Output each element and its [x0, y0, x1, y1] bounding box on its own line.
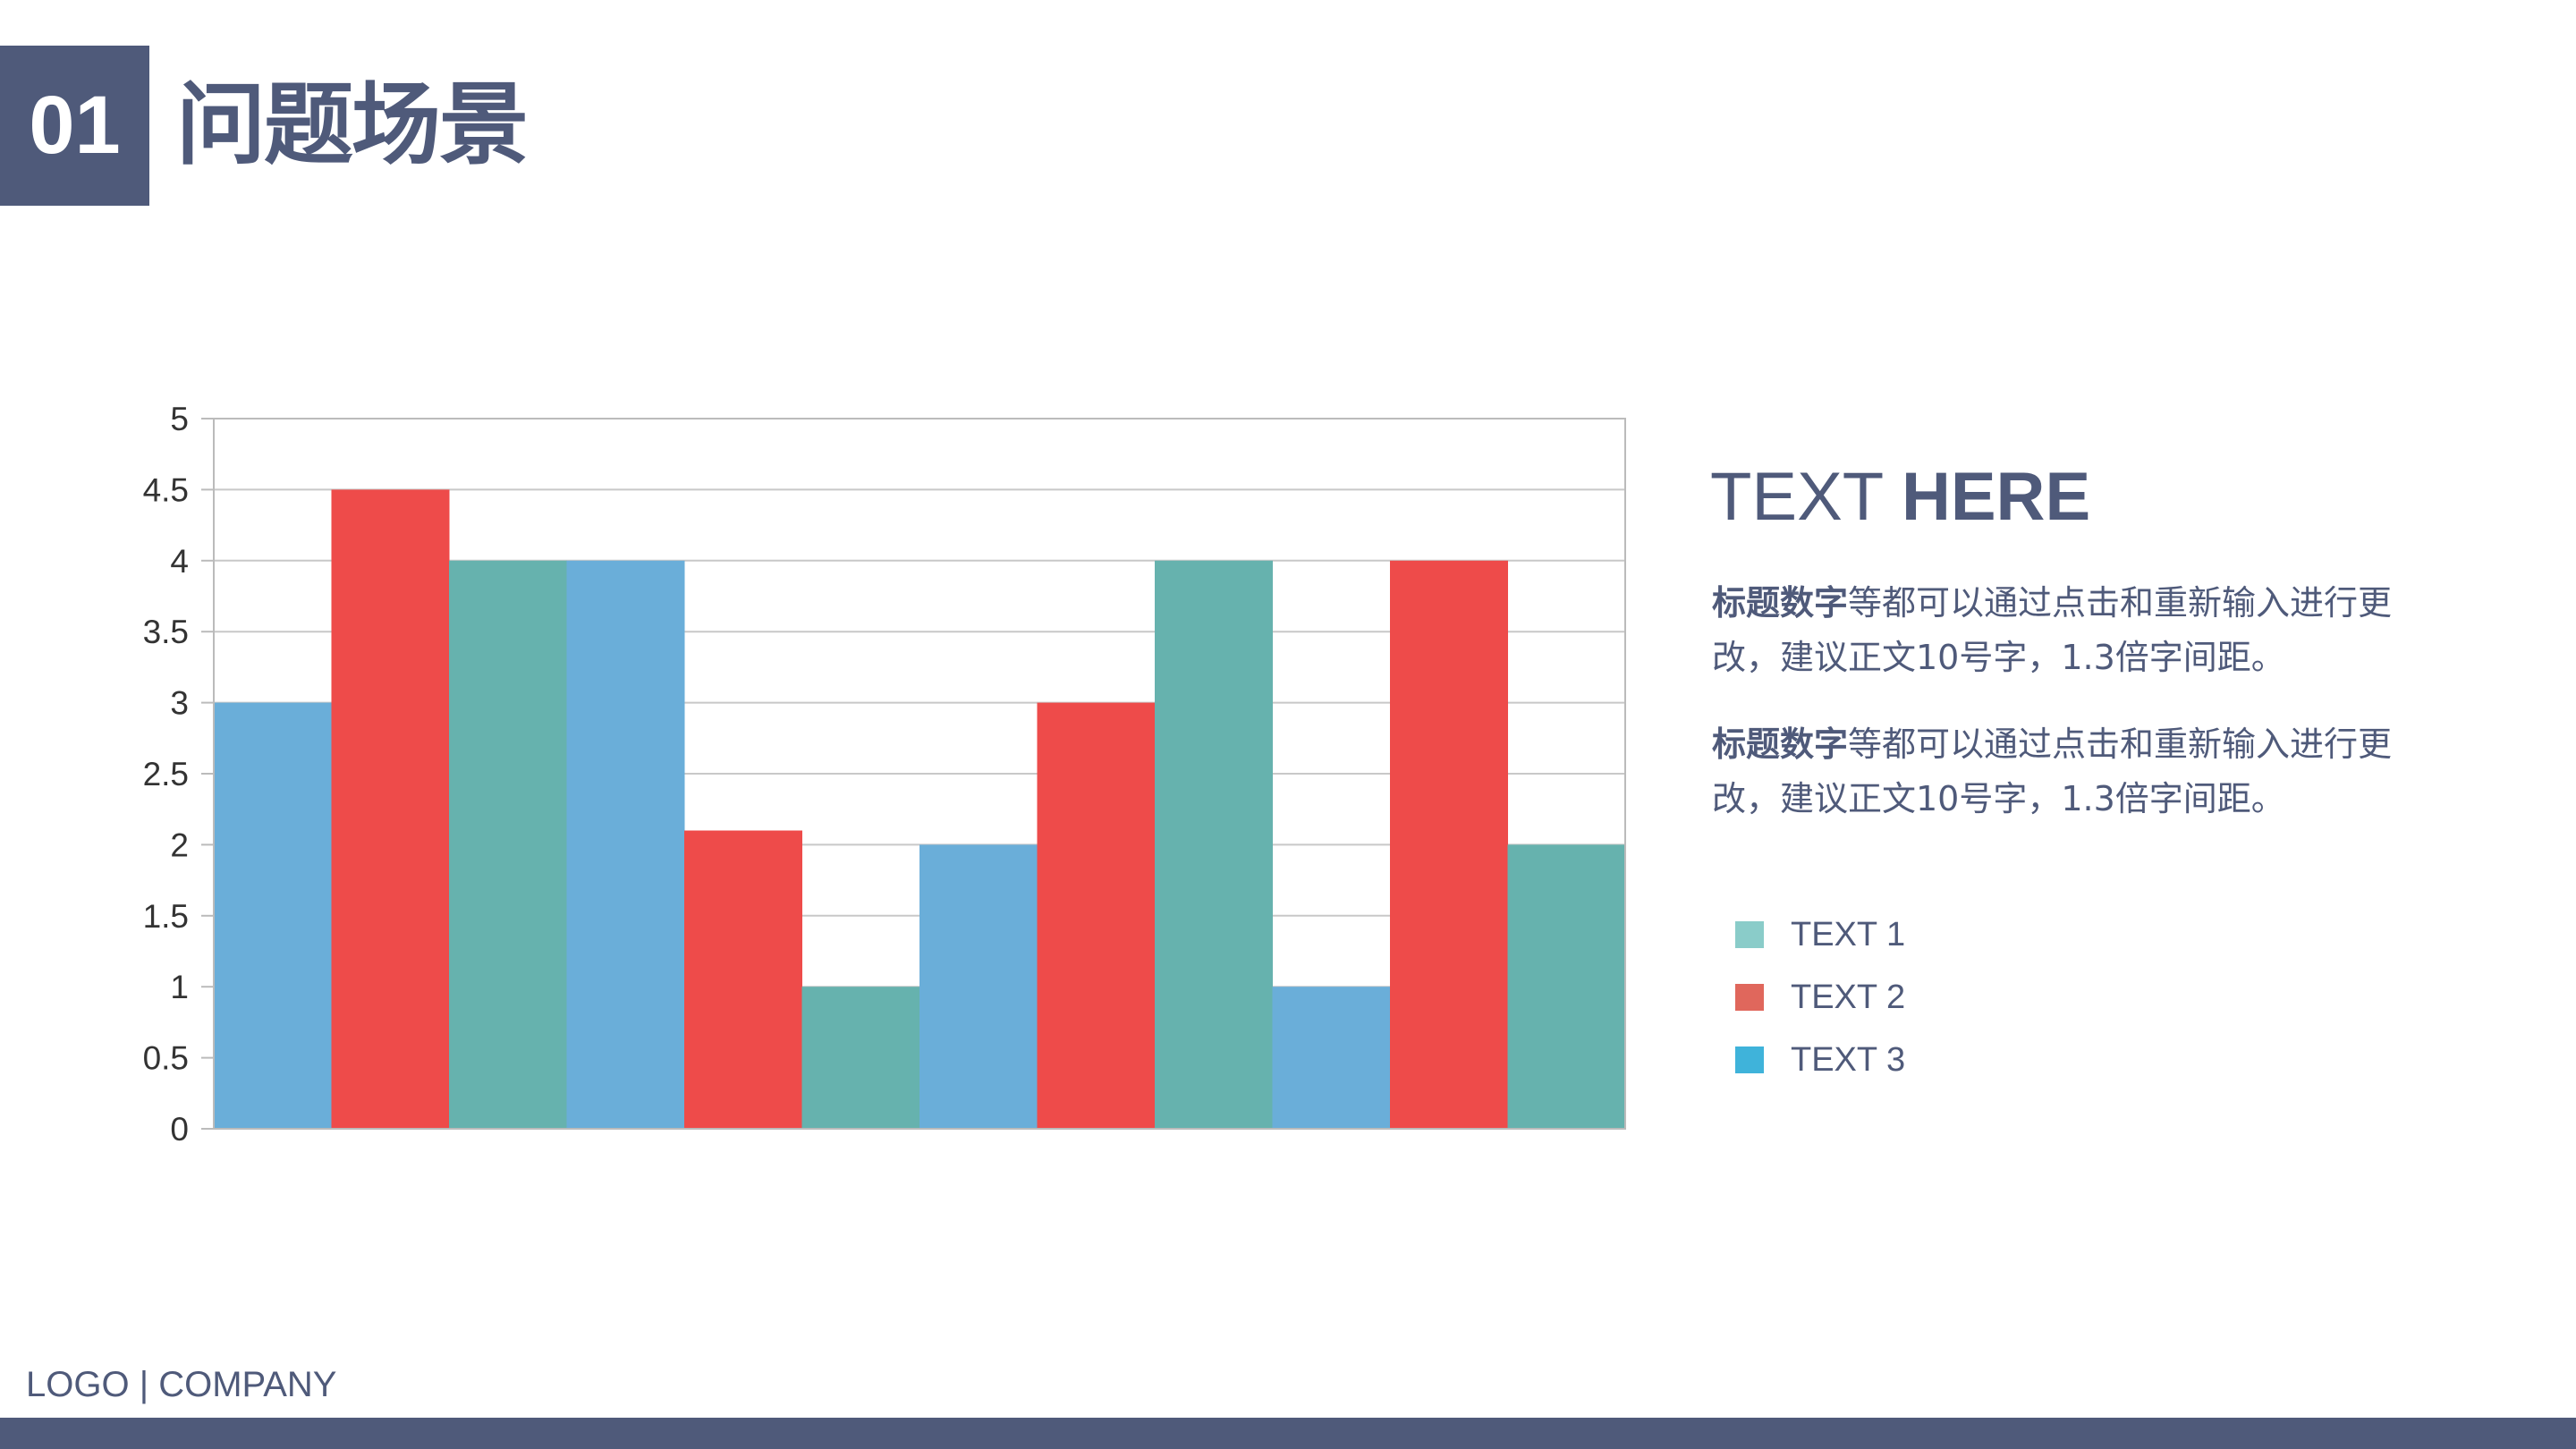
bar — [1037, 702, 1156, 1129]
paragraph-bold: 标题数字 — [1712, 724, 1849, 764]
plot-frame — [213, 418, 1626, 1130]
bar — [1507, 844, 1626, 1129]
legend-label: TEXT 3 — [1791, 1040, 1906, 1079]
legend-item: TEXT 1 — [1735, 903, 1905, 966]
bar-chart: 0 0.5 1 1.5 2 2.5 3 3.5 4 4.5 5 — [143, 401, 1626, 1148]
y-tick-label: 2.5 — [143, 756, 189, 792]
side-heading: TEXT HERE — [1710, 454, 2090, 540]
bar — [214, 702, 332, 1129]
bar — [1390, 560, 1508, 1129]
paragraph-text: 等都可以通过点击和重新输入进行更改，建议正文10号字，1.3倍字间距。 — [1712, 583, 2393, 677]
y-tick-label: 1 — [170, 969, 189, 1005]
paragraph-bold: 标题数字 — [1712, 583, 1849, 623]
paragraph-text: 等都可以通过点击和重新输入进行更改，建议正文10号字，1.3倍字间距。 — [1712, 724, 2393, 818]
paragraph-2: 标题数字等都可以通过点击和重新输入进行更改，建议正文10号字，1.3倍字间距。 — [1712, 717, 2410, 826]
paragraph-1: 标题数字等都可以通过点击和重新输入进行更改，建议正文10号字，1.3倍字间距。 — [1712, 576, 2410, 685]
bar — [919, 844, 1038, 1129]
legend-item: TEXT 2 — [1735, 966, 1905, 1029]
legend-label: TEXT 1 — [1791, 915, 1906, 953]
legend-label: TEXT 2 — [1791, 978, 1906, 1016]
bar — [801, 987, 920, 1129]
legend-swatch — [1735, 984, 1764, 1011]
side-heading-bold: HERE — [1901, 459, 2091, 535]
y-tick-label: 0.5 — [143, 1040, 189, 1077]
legend-item: TEXT 3 — [1735, 1029, 1905, 1091]
y-tick-label: 1.5 — [143, 898, 189, 935]
y-tick-label: 2 — [170, 826, 189, 863]
y-tick-label: 5 — [170, 401, 189, 437]
y-tick-label: 4.5 — [143, 471, 189, 508]
section-number: 01 — [0, 46, 149, 206]
legend-swatch — [1735, 1046, 1764, 1073]
bar — [566, 560, 685, 1129]
y-tick-label: 4 — [170, 543, 189, 580]
bar — [684, 830, 802, 1129]
y-tick-label: 3 — [170, 685, 189, 722]
footer-bar — [0, 1418, 2576, 1449]
side-heading-light: TEXT — [1710, 459, 1902, 535]
bar — [1272, 987, 1391, 1129]
legend: TEXT 1 TEXT 2 TEXT 3 — [1735, 903, 1905, 1091]
y-tick-label: 0 — [170, 1111, 189, 1148]
page-title: 问题场景 — [176, 72, 529, 177]
bar — [1155, 560, 1273, 1129]
y-tick-label: 3.5 — [143, 614, 189, 650]
bar — [331, 489, 450, 1129]
legend-swatch — [1735, 921, 1764, 948]
footer-logo-company: LOGO | COMPANY — [26, 1365, 337, 1404]
bar — [449, 560, 567, 1129]
